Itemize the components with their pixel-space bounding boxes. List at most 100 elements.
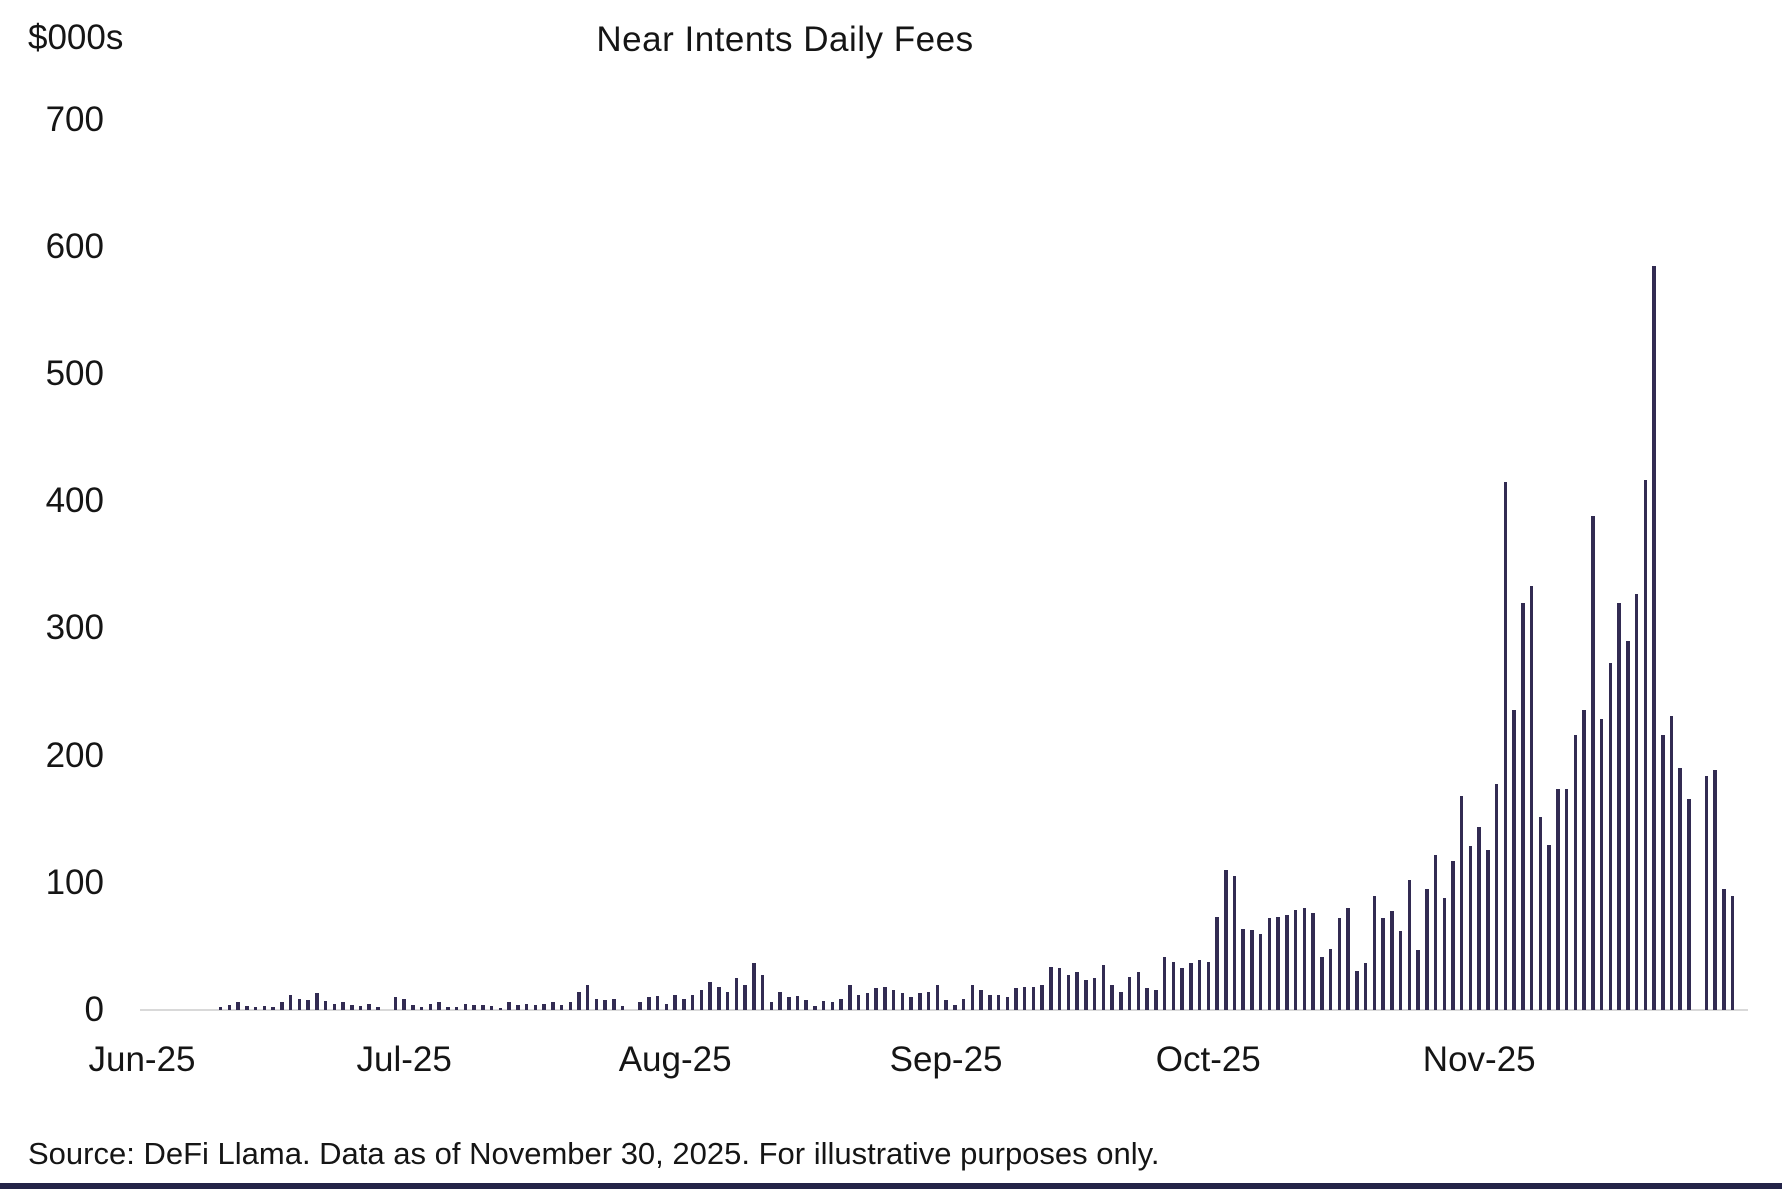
bar (1311, 913, 1315, 1010)
bar (1722, 889, 1726, 1010)
bar (533, 1004, 538, 1010)
bar (1477, 826, 1481, 1010)
bar (638, 1001, 642, 1010)
bar (1022, 987, 1027, 1010)
bar (271, 1007, 275, 1010)
bar (996, 994, 1001, 1010)
bar (1599, 718, 1604, 1010)
bar (830, 1001, 835, 1010)
bar (1057, 968, 1062, 1010)
bar (551, 1002, 555, 1010)
bar (1127, 976, 1132, 1010)
bar (1626, 641, 1630, 1010)
bar (988, 994, 992, 1010)
bar (664, 1003, 669, 1010)
bar (1241, 928, 1245, 1010)
bar (1189, 962, 1193, 1010)
bar (262, 1006, 267, 1010)
bar (1591, 516, 1595, 1010)
bar (821, 1001, 826, 1010)
bar (1634, 594, 1639, 1010)
bar (1267, 918, 1272, 1010)
bar (655, 996, 660, 1010)
bar (411, 1004, 415, 1010)
bar (341, 1002, 345, 1010)
bar (236, 1002, 240, 1010)
bar (1416, 950, 1420, 1010)
bar (1425, 889, 1429, 1010)
bar (1101, 965, 1106, 1010)
bar (1031, 987, 1036, 1010)
footer-accent-bar (0, 1183, 1782, 1189)
bar (1346, 908, 1350, 1010)
bar (1669, 716, 1674, 1010)
bar (760, 975, 765, 1010)
chart-title: Near Intents Daily Fees (596, 20, 974, 59)
bar (1643, 479, 1648, 1010)
bar (1206, 961, 1211, 1010)
y-tick-label: 600 (45, 226, 104, 266)
bar (1180, 968, 1184, 1010)
bar (559, 1004, 564, 1010)
bar (752, 962, 756, 1010)
bar (1459, 796, 1464, 1010)
bar (1337, 918, 1342, 1010)
bar (682, 998, 686, 1010)
bar (1119, 991, 1123, 1010)
bar (1582, 709, 1586, 1010)
x-tick-label: Nov-25 (1422, 1040, 1536, 1079)
bar (350, 1004, 354, 1010)
bar (1652, 265, 1656, 1010)
bar (804, 999, 808, 1010)
bar (288, 994, 293, 1010)
bar (594, 998, 599, 1010)
bar (297, 998, 302, 1010)
bar (419, 1007, 424, 1010)
bar (717, 987, 721, 1010)
bar (489, 1006, 494, 1010)
bar (218, 1007, 223, 1010)
bar (1730, 895, 1735, 1010)
bar (1049, 966, 1053, 1010)
bar (1372, 895, 1377, 1010)
x-tick-label: Oct-25 (1155, 1040, 1261, 1079)
bar (953, 1004, 957, 1010)
bar (323, 1001, 328, 1010)
bar (620, 1006, 625, 1010)
bar (498, 1008, 503, 1010)
bar (865, 993, 870, 1010)
bar (1328, 948, 1333, 1010)
bar (1232, 876, 1237, 1010)
y-tick-label: 700 (45, 99, 104, 139)
bar (918, 993, 922, 1010)
bar (1494, 783, 1499, 1010)
bar (699, 989, 704, 1010)
x-tick-label: Jul-25 (356, 1040, 452, 1079)
bar (1704, 775, 1709, 1010)
bar (1390, 910, 1394, 1010)
bar (1486, 849, 1490, 1010)
bar (1451, 861, 1455, 1010)
bar (1687, 798, 1691, 1010)
source-note: Source: DeFi Llama. Data as of November … (28, 1136, 1160, 1171)
bar (839, 998, 843, 1010)
bar (428, 1003, 433, 1010)
bar (961, 998, 966, 1010)
bar (856, 994, 861, 1010)
bar (1381, 918, 1385, 1010)
bar (1154, 989, 1158, 1010)
bar (1713, 769, 1717, 1010)
bar (393, 996, 398, 1010)
bar (577, 991, 581, 1010)
bar (376, 1007, 380, 1010)
bar (708, 982, 712, 1010)
y-tick-label: 200 (45, 735, 104, 775)
bar (253, 1007, 258, 1010)
bar (813, 1006, 817, 1010)
bar (280, 1001, 284, 1010)
bar (909, 996, 913, 1010)
bar (437, 1002, 441, 1010)
bar (1573, 735, 1578, 1010)
bar (1066, 975, 1071, 1010)
bar (743, 984, 747, 1010)
